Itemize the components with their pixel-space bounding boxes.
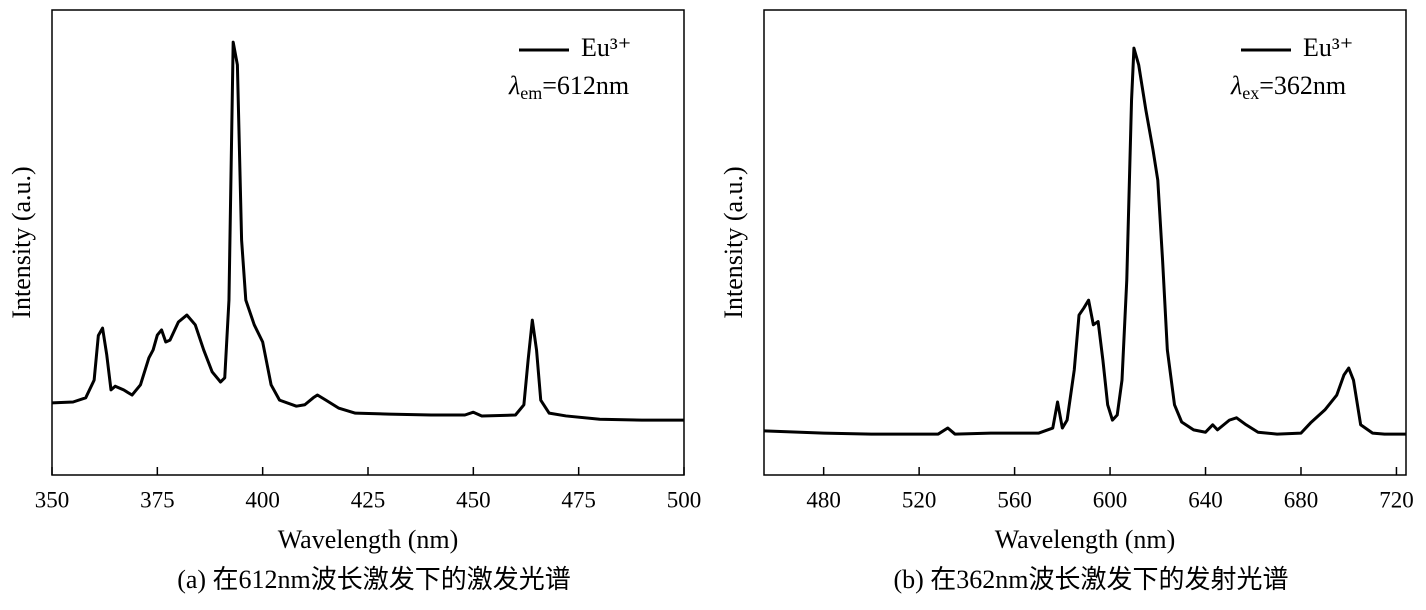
annotation-text: =362nm bbox=[1259, 71, 1346, 100]
plot-frame bbox=[763, 9, 1407, 476]
caption: (b) 在362nm波长激发下的发射光谱 bbox=[893, 565, 1288, 594]
annotation-sub: ex bbox=[1242, 83, 1259, 103]
x-tick-label: 475 bbox=[561, 487, 596, 512]
spectrum-line bbox=[763, 46, 1406, 436]
x-tick-label: 680 bbox=[1284, 487, 1319, 512]
x-tick-label: 375 bbox=[140, 487, 175, 512]
annotation-symbol: λ bbox=[1230, 71, 1242, 100]
annotation-symbol: λ bbox=[508, 71, 520, 100]
caption: (a) 在612nm波长激发下的激发光谱 bbox=[177, 565, 571, 594]
annotation: λem=612nm bbox=[508, 71, 629, 103]
x-tick-label: 400 bbox=[245, 487, 280, 512]
x-axis-label: Wavelength (nm) bbox=[278, 525, 459, 554]
x-axis-label: Wavelength (nm) bbox=[995, 525, 1176, 554]
y-axis-label: Intensity (a.u.) bbox=[7, 166, 36, 318]
y-axis-label: Intensity (a.u.) bbox=[719, 166, 748, 318]
spectrum-line bbox=[51, 40, 684, 422]
x-tick-label: 480 bbox=[806, 487, 841, 512]
x-tick-label: 640 bbox=[1188, 487, 1223, 512]
x-tick-label: 425 bbox=[351, 487, 386, 512]
legend-label: Eu³⁺ bbox=[1303, 33, 1353, 62]
x-tick-label: 500 bbox=[667, 487, 702, 512]
x-tick-label: 450 bbox=[456, 487, 491, 512]
x-tick-label: 600 bbox=[1093, 487, 1128, 512]
x-tick-label: 520 bbox=[902, 487, 937, 512]
annotation-sub: em bbox=[520, 83, 542, 103]
annotation-text: =612nm bbox=[542, 71, 629, 100]
x-tick-label: 350 bbox=[35, 487, 70, 512]
x-tick-label: 560 bbox=[997, 487, 1032, 512]
x-tick-label: 720 bbox=[1379, 487, 1414, 512]
annotation: λex=362nm bbox=[1230, 71, 1346, 103]
legend-label: Eu³⁺ bbox=[581, 33, 631, 62]
